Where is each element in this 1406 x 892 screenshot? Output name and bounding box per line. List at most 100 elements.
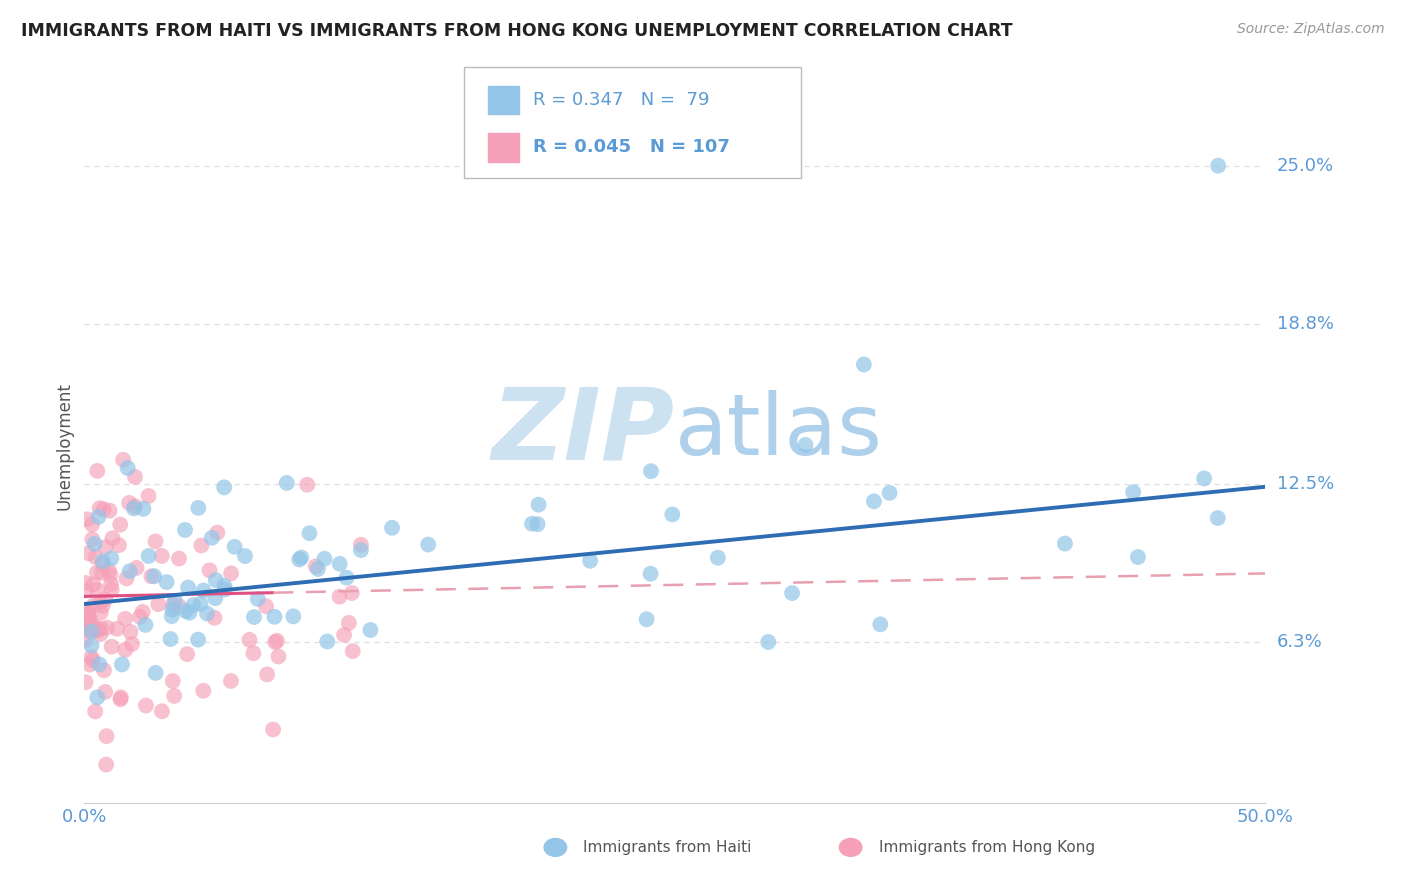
Point — [340, 586, 363, 600]
Point — [96, 757, 118, 772]
Point — [118, 496, 141, 510]
Point — [162, 673, 184, 688]
Point — [316, 634, 339, 648]
Point — [193, 583, 215, 598]
Point — [110, 692, 132, 706]
Point — [233, 549, 256, 563]
Point — [110, 690, 132, 705]
Point — [90, 606, 112, 620]
Point — [93, 663, 115, 677]
Point — [1053, 536, 1076, 550]
Point — [333, 628, 356, 642]
Point — [179, 606, 201, 620]
Point — [295, 477, 318, 491]
Point — [1192, 471, 1215, 485]
Point — [114, 643, 136, 657]
Point — [418, 537, 440, 551]
Point — [150, 549, 173, 563]
Point — [143, 569, 166, 583]
Point — [167, 599, 190, 614]
Point — [91, 554, 114, 568]
Point — [219, 673, 242, 688]
Point — [117, 461, 139, 475]
Point — [254, 599, 277, 614]
Point — [163, 594, 186, 608]
Point — [94, 592, 117, 607]
Point — [661, 508, 683, 522]
Point — [77, 546, 100, 560]
Point — [75, 603, 97, 617]
Point — [150, 704, 173, 718]
Point — [76, 614, 98, 628]
Point — [350, 538, 373, 552]
Point — [305, 559, 328, 574]
Point — [148, 597, 170, 611]
Point — [342, 644, 364, 658]
Point — [190, 539, 212, 553]
Point — [224, 540, 246, 554]
Point — [214, 582, 236, 597]
Point — [329, 557, 352, 571]
Point — [526, 517, 548, 532]
Point — [80, 624, 103, 639]
Point — [852, 358, 875, 372]
Point — [91, 599, 114, 613]
Point — [756, 635, 779, 649]
Point — [90, 621, 112, 635]
Point — [105, 622, 128, 636]
Point — [707, 550, 730, 565]
Text: Immigrants from Haiti: Immigrants from Haiti — [583, 840, 752, 855]
Point — [94, 540, 117, 554]
Point — [141, 569, 163, 583]
Point — [120, 624, 142, 639]
Point — [82, 577, 104, 591]
Point — [82, 599, 104, 613]
Point — [359, 623, 381, 637]
Point — [96, 729, 118, 743]
Point — [124, 500, 146, 514]
Point — [264, 635, 287, 649]
Point — [96, 621, 118, 635]
Point — [101, 531, 124, 545]
Point — [77, 607, 100, 621]
Point — [75, 621, 97, 635]
Point — [84, 705, 107, 719]
Point — [145, 665, 167, 680]
Point — [89, 657, 111, 672]
Point — [276, 475, 298, 490]
Point — [869, 617, 891, 632]
Point — [76, 512, 98, 526]
Point — [134, 618, 156, 632]
Point — [195, 607, 218, 621]
Point — [86, 464, 108, 478]
Point — [242, 646, 264, 660]
Point — [79, 611, 101, 625]
Point — [187, 632, 209, 647]
Point — [84, 549, 107, 564]
Point — [863, 494, 886, 508]
Point — [80, 650, 103, 665]
Text: 12.5%: 12.5% — [1277, 475, 1334, 493]
Point — [350, 543, 373, 558]
Point — [283, 609, 305, 624]
Point — [82, 533, 104, 547]
Point — [125, 561, 148, 575]
Point — [290, 550, 312, 565]
Point — [80, 639, 103, 653]
Point — [80, 617, 103, 632]
Point — [156, 575, 179, 590]
Point — [100, 567, 122, 582]
Point — [75, 675, 97, 690]
Point — [98, 504, 121, 518]
Point — [238, 632, 260, 647]
Point — [97, 563, 120, 577]
Point — [111, 657, 134, 672]
Point — [86, 566, 108, 580]
Point — [163, 689, 186, 703]
Point — [288, 552, 311, 566]
Point — [640, 464, 662, 478]
Point — [204, 611, 226, 625]
Point — [138, 549, 160, 563]
Point — [794, 438, 817, 452]
Point — [307, 562, 329, 576]
